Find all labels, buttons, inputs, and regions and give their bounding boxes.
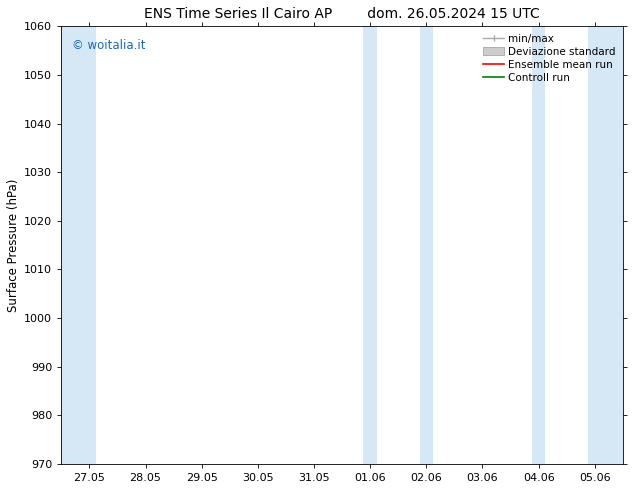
Bar (532, 26, 545, 464)
Bar (588, 26, 623, 464)
Bar (420, 26, 433, 464)
Bar (363, 26, 377, 464)
Y-axis label: Surface Pressure (hPa): Surface Pressure (hPa) (7, 178, 20, 312)
Title: ENS Time Series Il Cairo AP        dom. 26.05.2024 15 UTC: ENS Time Series Il Cairo AP dom. 26.05.2… (144, 7, 540, 21)
Text: © woitalia.it: © woitalia.it (72, 39, 146, 52)
Bar (61, 26, 96, 464)
Legend: min/max, Deviazione standard, Ensemble mean run, Controll run: min/max, Deviazione standard, Ensemble m… (481, 31, 618, 85)
